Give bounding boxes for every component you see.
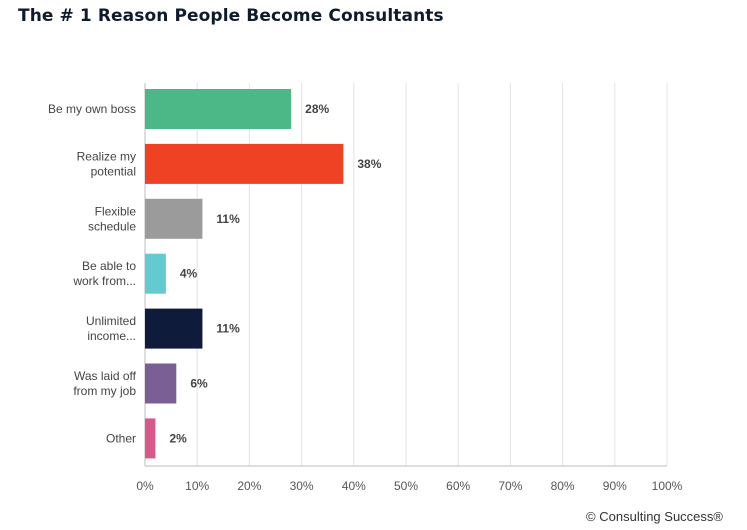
x-tick-label: 30%	[290, 479, 314, 493]
bar	[145, 253, 166, 294]
category-label: Flexible	[95, 204, 137, 218]
x-tick-label: 60%	[446, 479, 470, 493]
category-label: Was laid off	[74, 369, 137, 383]
category-label: work from...	[72, 274, 136, 288]
data-label: 11%	[216, 212, 240, 226]
x-tick-label: 10%	[185, 479, 209, 493]
data-label: 28%	[305, 102, 329, 116]
x-tick-label: 80%	[551, 479, 575, 493]
data-label: 38%	[357, 157, 381, 171]
x-tick-label: 20%	[237, 479, 261, 493]
data-label: 2%	[169, 431, 187, 445]
bar	[145, 198, 203, 239]
chart-title: The # 1 Reason People Become Consultants	[18, 6, 444, 26]
data-label: 11%	[216, 322, 240, 336]
bar	[145, 89, 292, 129]
x-tick-label: 70%	[498, 479, 522, 493]
category-label: from my job	[73, 384, 136, 398]
x-tick-label: 0%	[136, 479, 154, 493]
x-tick-label: 100%	[652, 479, 683, 493]
category-label: Realize my	[77, 149, 136, 163]
bar	[145, 308, 203, 349]
bar	[145, 363, 177, 404]
data-label: 6%	[190, 377, 208, 391]
data-label: 4%	[180, 267, 198, 281]
bar	[145, 418, 156, 459]
x-tick-label: 90%	[603, 479, 627, 493]
category-label: Unlimited	[86, 314, 136, 328]
x-tick-label: 40%	[342, 479, 366, 493]
bar	[145, 143, 344, 184]
category-label: schedule	[88, 219, 136, 233]
category-label: Other	[106, 431, 136, 445]
category-label: Be able to	[82, 259, 136, 273]
category-label: Be my own boss	[48, 102, 136, 116]
copyright-footer: © Consulting Success®	[586, 509, 723, 524]
x-tick-label: 50%	[394, 479, 418, 493]
category-label: potential	[91, 164, 136, 178]
category-label: income...	[87, 329, 136, 343]
